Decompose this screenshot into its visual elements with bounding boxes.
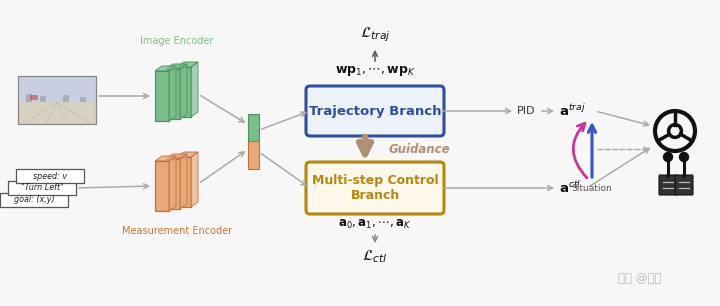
FancyBboxPatch shape (0, 193, 68, 207)
Polygon shape (169, 156, 176, 211)
FancyBboxPatch shape (659, 175, 677, 195)
Text: Situation: Situation (572, 184, 613, 193)
FancyArrowPatch shape (573, 123, 587, 178)
Bar (30, 95, 38, 100)
Polygon shape (166, 159, 180, 209)
Polygon shape (177, 67, 191, 117)
Bar (63, 95, 69, 103)
Bar (40, 96, 46, 103)
Text: goal: (x,y): goal: (x,y) (14, 196, 54, 204)
FancyBboxPatch shape (16, 169, 84, 183)
Text: $\mathcal{L}_{traj}$: $\mathcal{L}_{traj}$ (359, 25, 390, 44)
Text: Measurement Encoder: Measurement Encoder (122, 226, 232, 236)
Text: $\mathcal{L}_{ctl}$: $\mathcal{L}_{ctl}$ (362, 248, 388, 265)
Polygon shape (191, 62, 198, 117)
Text: PID: PID (517, 106, 536, 116)
Bar (248, 114, 259, 141)
Text: $\mathbf{a}^{ctl}$: $\mathbf{a}^{ctl}$ (559, 180, 581, 196)
Polygon shape (191, 152, 198, 207)
Polygon shape (155, 66, 176, 71)
Polygon shape (155, 156, 176, 161)
Polygon shape (180, 64, 187, 119)
Text: Guidance: Guidance (389, 143, 451, 155)
Circle shape (664, 152, 672, 162)
Bar (18, 76, 96, 124)
Text: "Turn Left": "Turn Left" (21, 184, 63, 192)
FancyBboxPatch shape (8, 181, 76, 195)
Polygon shape (180, 154, 187, 209)
Polygon shape (177, 152, 198, 157)
Bar (18, 103, 96, 124)
Polygon shape (155, 161, 169, 211)
FancyBboxPatch shape (306, 86, 444, 136)
Bar (80, 97, 86, 103)
Text: $\mathbf{a}_0, \mathbf{a}_1, \cdots, \mathbf{a}_K$: $\mathbf{a}_0, \mathbf{a}_1, \cdots, \ma… (338, 218, 412, 231)
Polygon shape (155, 71, 169, 121)
Polygon shape (166, 69, 180, 119)
Polygon shape (177, 157, 191, 207)
Text: speed: v: speed: v (33, 171, 67, 181)
Circle shape (680, 152, 688, 162)
Bar (248, 141, 259, 169)
FancyBboxPatch shape (675, 175, 693, 195)
Text: $\mathbf{a}^{traj}$: $\mathbf{a}^{traj}$ (559, 103, 586, 119)
Text: Trajectory Branch: Trajectory Branch (309, 105, 441, 118)
Text: Multi-step Control
Branch: Multi-step Control Branch (312, 174, 438, 202)
Polygon shape (177, 62, 198, 67)
FancyBboxPatch shape (306, 162, 444, 214)
Bar (26, 94, 32, 103)
Text: $\mathbf{wp}_1, \cdots, \mathbf{wp}_K$: $\mathbf{wp}_1, \cdots, \mathbf{wp}_K$ (335, 64, 415, 78)
Text: Image Encoder: Image Encoder (140, 36, 214, 46)
Polygon shape (166, 154, 187, 159)
Polygon shape (166, 64, 187, 69)
Text: 知乎 @黄浵: 知乎 @黄浵 (618, 271, 662, 285)
Polygon shape (169, 66, 176, 121)
Bar (18, 76, 96, 103)
